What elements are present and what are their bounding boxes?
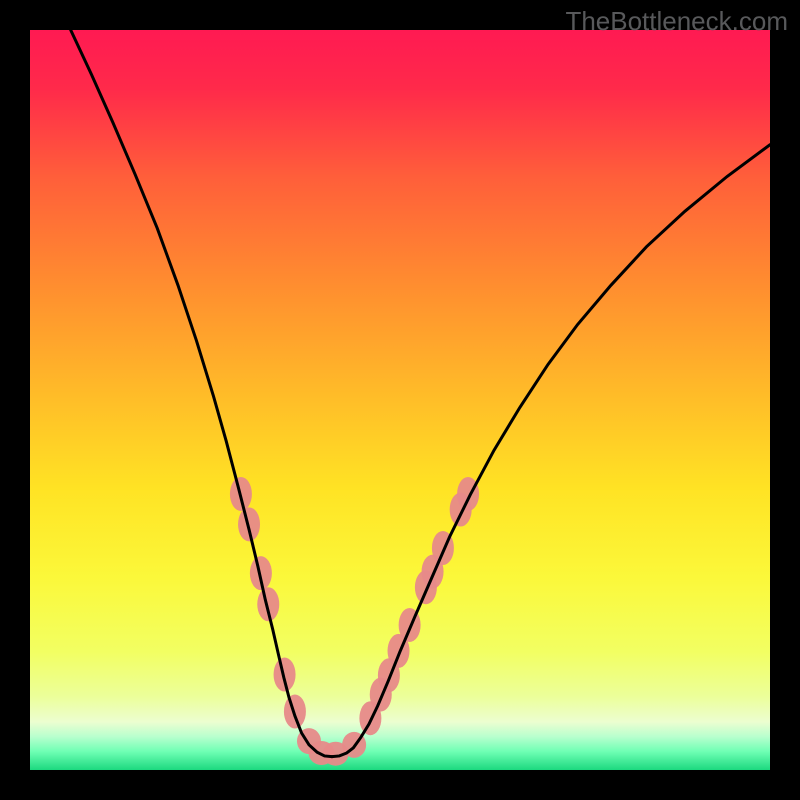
bottleneck-v-chart	[30, 30, 770, 770]
plot-area	[30, 30, 770, 770]
chart-root: TheBottleneck.com	[0, 0, 800, 800]
watermark-text: TheBottleneck.com	[565, 6, 788, 37]
